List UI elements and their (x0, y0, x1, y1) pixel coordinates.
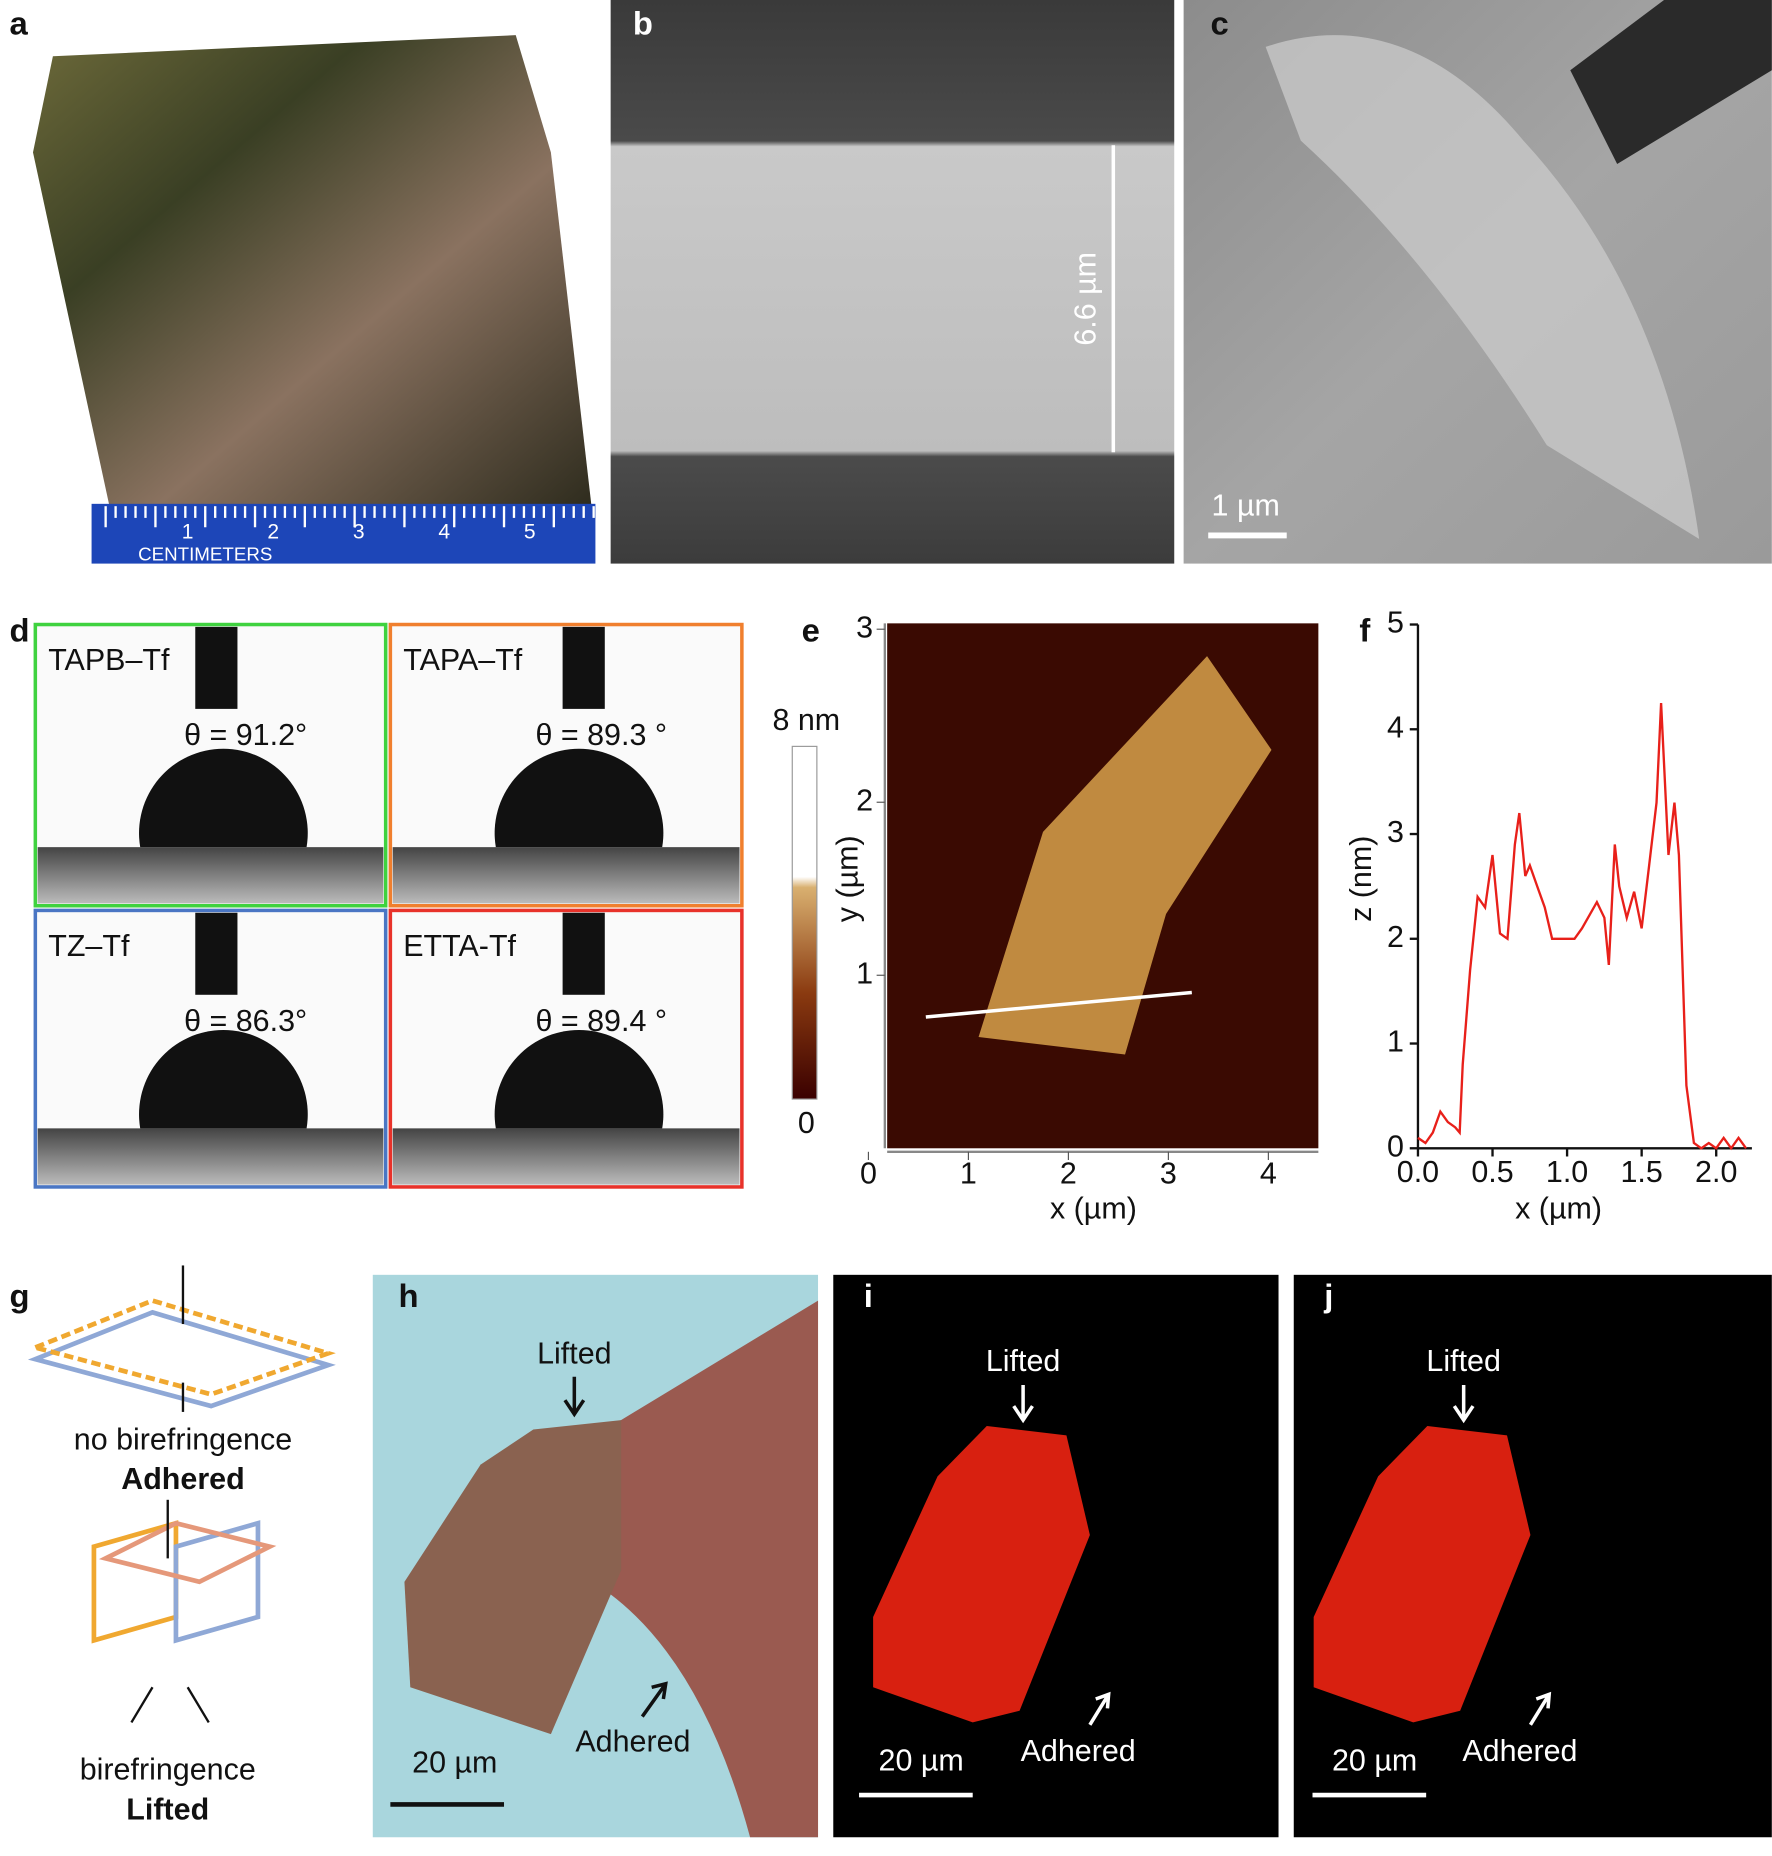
annotation: Adhered (1021, 1734, 1136, 1768)
caption: no birefringence (74, 1422, 292, 1456)
substrate (392, 1128, 740, 1185)
scale-text: 20 µm (879, 1743, 964, 1777)
scale-text: 6.6 µm (1069, 252, 1103, 346)
panel-label: j (1323, 1277, 1333, 1314)
panel-label: e (802, 611, 820, 648)
panel-label: d (10, 611, 30, 648)
colorbar-min: 0 (798, 1106, 815, 1140)
profile-line (1417, 702, 1747, 1151)
flake (1265, 35, 1700, 539)
annotation: Adhered (575, 1725, 690, 1759)
needle (195, 912, 238, 995)
droplet (139, 748, 308, 848)
y-tick-label: 1 (856, 956, 873, 990)
substrate (392, 847, 740, 904)
x-axis-label: x (µm) (1515, 1191, 1602, 1225)
colorbar-max: 8 nm (772, 703, 840, 737)
y-tick-label: 2 (856, 783, 873, 817)
panel-label: a (10, 4, 29, 41)
sample-name: TAPB–Tf (48, 643, 170, 677)
droplet (494, 748, 664, 848)
contact-angle: θ = 91.2° (184, 718, 307, 752)
sample-name: TZ–Tf (48, 929, 130, 963)
needle (195, 626, 238, 709)
y-axis-label: y (µm) (831, 835, 865, 922)
y-axis-label: z (nm) (1344, 836, 1378, 922)
flake (873, 1425, 1090, 1723)
contact-angle: θ = 89.4 ° (535, 1004, 667, 1038)
ruler-text: CENTIMETERS (138, 543, 272, 564)
x-tick-label: 1.0 (1546, 1155, 1588, 1189)
y-tick-label: 3 (1387, 815, 1404, 849)
annotation: Lifted (986, 1344, 1061, 1378)
caption: birefringence (80, 1753, 256, 1787)
contact-angle: θ = 89.3 ° (535, 718, 667, 752)
panel-label: h (399, 1277, 419, 1314)
lattice-schematic (27, 1265, 336, 1724)
probe (1570, 0, 1772, 165)
scale-text: 20 µm (412, 1746, 497, 1780)
x-tick-label: 4 (1260, 1156, 1277, 1190)
ruler-number: 4 (438, 521, 450, 544)
colorbar (791, 745, 818, 1100)
x-tick-label: 2 (1060, 1156, 1077, 1190)
state: Lifted (126, 1793, 209, 1827)
y-tick-label: 1 (1387, 1025, 1404, 1059)
substrate (37, 1128, 384, 1185)
ruler-number: 5 (524, 521, 536, 544)
sample-name: TAPA–Tf (403, 643, 523, 677)
state: Adhered (121, 1462, 245, 1496)
panel-label: i (864, 1277, 873, 1314)
x-tick-label: 0.0 (1397, 1155, 1439, 1189)
annotation: Lifted (1426, 1344, 1501, 1378)
sample-name: ETTA-Tf (403, 929, 516, 963)
arrows (1012, 1384, 1111, 1726)
arrows (563, 1376, 668, 1718)
flake (1313, 1425, 1531, 1723)
y-tick-label: 0 (1387, 1129, 1404, 1163)
arrows (1452, 1384, 1552, 1726)
y-tick-label: 4 (1387, 710, 1404, 744)
x-tick-label: 1 (960, 1156, 977, 1190)
y-tick-label: 2 (1387, 920, 1404, 954)
annotation: Adhered (1462, 1734, 1577, 1768)
scale-text: 20 µm (1332, 1743, 1417, 1777)
profile-line (925, 990, 1192, 1019)
y-tick-label: 3 (856, 610, 873, 644)
panel-label: f (1359, 611, 1370, 648)
panel-label: c (1211, 4, 1229, 41)
x-tick-label: 3 (1160, 1156, 1177, 1190)
contact-angle: θ = 86.3° (184, 1004, 307, 1038)
x-tick-label: 1.5 (1620, 1155, 1662, 1189)
ruler-number: 1 (182, 521, 194, 544)
annotation: Lifted (537, 1337, 612, 1371)
needle (562, 626, 605, 709)
x-axis-label: x (µm) (1050, 1191, 1137, 1225)
substrate (37, 847, 384, 904)
ruler-number: 2 (267, 521, 279, 544)
x-tick-label: 0 (860, 1156, 877, 1190)
panel-label: b (633, 4, 653, 41)
film-region (609, 1300, 819, 1838)
droplet (494, 1029, 664, 1129)
droplet (139, 1029, 308, 1129)
afm-flake (978, 656, 1272, 1055)
scale-text: 1 µm (1212, 488, 1280, 522)
ruler-number: 3 (353, 521, 365, 544)
panel-label: g (10, 1277, 30, 1314)
needle (562, 912, 605, 995)
y-tick-label: 5 (1387, 606, 1404, 640)
film-photo (32, 35, 592, 516)
x-tick-label: 2.0 (1695, 1155, 1737, 1189)
sem-image (610, 0, 1175, 564)
flake (404, 1420, 622, 1735)
x-tick-label: 0.5 (1471, 1155, 1513, 1189)
